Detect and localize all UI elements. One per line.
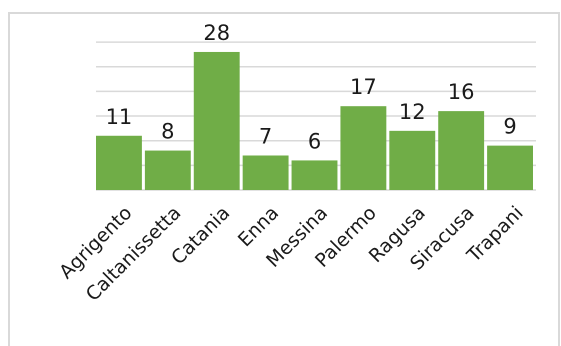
bar-catania	[193, 51, 240, 191]
bar-messina	[291, 160, 338, 190]
bar-trapani	[487, 145, 533, 190]
data-label-enna: 7	[259, 124, 272, 148]
bar-ragusa	[389, 130, 436, 190]
bar-palermo	[340, 106, 387, 190]
data-label-messina: 6	[308, 129, 321, 153]
bars	[96, 51, 533, 191]
data-label-palermo: 17	[350, 75, 377, 99]
data-label-agrigento: 11	[106, 105, 133, 129]
bar-siracusa	[438, 111, 485, 190]
data-label-caltanissetta: 8	[161, 120, 174, 144]
bar-caltanissetta	[144, 150, 191, 190]
data-labels: 11 8 28 7 6 17 12 16 9	[106, 21, 517, 153]
data-label-ragusa: 12	[399, 100, 426, 124]
bar-agrigento	[96, 135, 142, 190]
data-label-catania: 28	[203, 21, 230, 45]
bar-enna	[242, 155, 289, 190]
data-label-siracusa: 16	[448, 80, 475, 104]
data-label-trapani: 9	[503, 115, 516, 139]
